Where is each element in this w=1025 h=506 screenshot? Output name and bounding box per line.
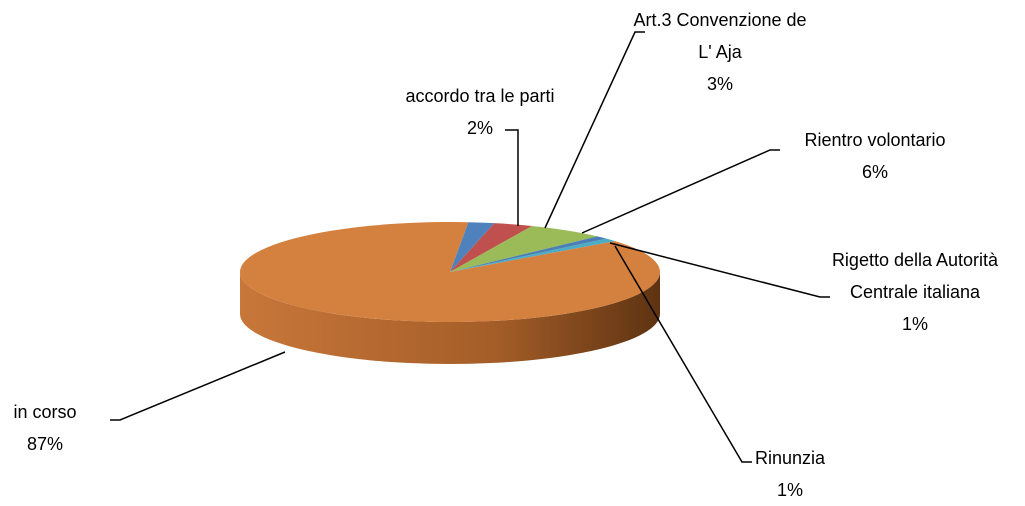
pie-slice — [450, 238, 616, 272]
data-label: accordo tra le parti 2% — [370, 80, 590, 144]
value-label: 1% — [776, 480, 803, 500]
leader-line — [614, 245, 752, 463]
pie-slice — [450, 222, 495, 272]
category-label: Rientro volontario — [804, 130, 946, 150]
category-label: accordo tra le parti — [405, 86, 555, 106]
leader-line — [609, 242, 830, 298]
pie-slice — [450, 223, 533, 272]
value-label: 2% — [466, 118, 493, 138]
category-label: Art.3 Convenzione de L' Aja — [633, 10, 807, 62]
data-label: Rientro volontario 6% — [770, 124, 980, 188]
pie-slice — [450, 236, 607, 272]
value-label: 3% — [706, 74, 733, 94]
data-label: in corso 87% — [0, 396, 90, 460]
leader-line — [581, 149, 780, 234]
pie-slice — [450, 225, 598, 272]
category-label: in corso — [13, 402, 77, 422]
data-label: Rinunzia 1% — [730, 442, 850, 506]
value-label: 6% — [861, 162, 888, 182]
value-label: 87% — [26, 434, 64, 454]
data-label: Rigetto della Autorità Centrale italiana… — [830, 244, 1000, 340]
leader-line — [505, 129, 519, 226]
leader-line — [544, 31, 645, 229]
category-label: Rinunzia — [754, 448, 826, 468]
leader-line — [110, 351, 286, 421]
value-label: 1% — [901, 314, 928, 334]
category-label: Rigetto della Autorità Centrale italiana — [831, 250, 999, 302]
data-label: Art.3 Convenzione de L' Aja 3% — [625, 4, 815, 100]
pie-side — [240, 272, 660, 364]
pie-slice — [240, 222, 661, 322]
